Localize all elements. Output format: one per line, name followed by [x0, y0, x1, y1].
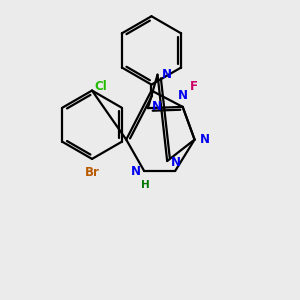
Text: N: N: [152, 100, 162, 113]
Text: F: F: [190, 80, 198, 93]
Text: N: N: [178, 88, 188, 102]
Text: N: N: [200, 133, 210, 146]
Text: N: N: [130, 165, 140, 178]
Text: N: N: [162, 68, 172, 81]
Text: N: N: [171, 156, 181, 169]
Text: Cl: Cl: [94, 80, 107, 93]
Text: Br: Br: [85, 166, 100, 179]
Text: H: H: [141, 180, 150, 190]
